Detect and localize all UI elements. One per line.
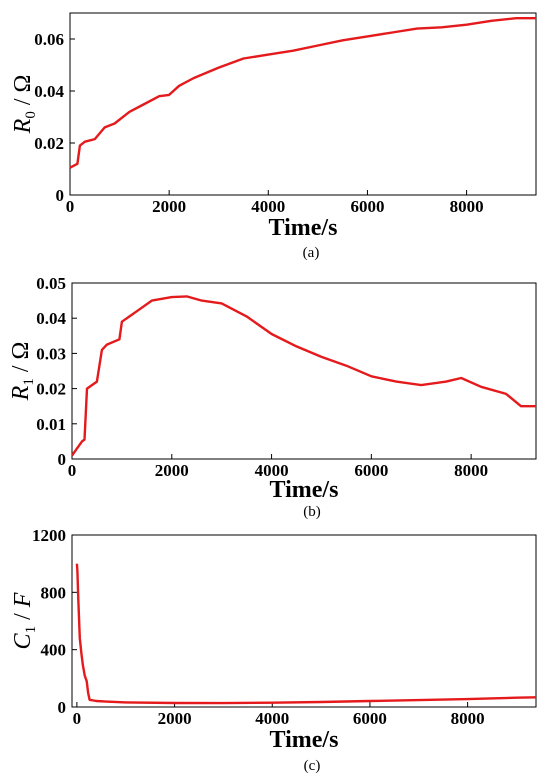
y-axis-variable: R (10, 118, 36, 134)
y-tick-label: 0.03 (36, 344, 66, 363)
panel-caption: (b) (303, 504, 321, 520)
x-tick-label: 2000 (152, 197, 186, 216)
y-axis-subscript: 1 (23, 626, 39, 634)
y-tick-label: 0.04 (34, 82, 64, 101)
x-tick-label: 0 (66, 197, 75, 216)
y-tick-label: 0 (58, 450, 67, 469)
x-axis-label: Time/s (270, 477, 339, 503)
y-tick-label: 0 (56, 186, 65, 205)
y-axis-subscript: 1 (21, 378, 37, 386)
y-axis-unit: Ω (8, 342, 34, 360)
y-tick-label: 0.05 (36, 274, 66, 293)
y-tick-label: 0 (58, 698, 67, 717)
y-tick-label: 1200 (32, 526, 66, 545)
y-tick-label: 0.04 (36, 309, 66, 328)
x-tick-label: 0 (68, 461, 77, 480)
x-tick-label: 8000 (450, 197, 484, 216)
y-axis-separator: / (10, 607, 36, 626)
chart-panel-3: 0 2000 4000 6000 8000 0 400 800 1200 Time/s (c) C1 … (10, 526, 537, 774)
x-tick-label: 8000 (454, 461, 488, 480)
x-tick-label: 6000 (350, 197, 384, 216)
chart-panel-2: 0 2000 4000 6000 8000 0 0.01 0.02 0.03 0.04 0.05 Ti… (8, 274, 537, 520)
y-tick-label: 0.06 (34, 30, 64, 49)
plot-frame (69, 12, 537, 196)
x-tick-label: 4000 (255, 461, 289, 480)
series-line (71, 295, 536, 457)
y-axis-unit: Ω (10, 75, 36, 93)
y-axis-separator: / (8, 360, 34, 379)
plot-frame (71, 534, 537, 708)
y-tick-label: 0.02 (34, 134, 64, 153)
y-axis-variable: R (8, 385, 34, 401)
series-line (75, 563, 537, 705)
y-axis-subscript: 0 (23, 111, 39, 119)
chart-panel-1: 0 2000 4000 6000 8000 0 0.02 0.04 0.06 Time/s (a) R… (10, 12, 537, 261)
x-tick-label: 6000 (354, 461, 388, 480)
panel-caption: (c) (304, 758, 321, 774)
panel-caption: (a) (303, 245, 320, 261)
y-axis-label: R1 / Ω (8, 342, 37, 402)
y-axis-separator: / (10, 93, 36, 112)
x-tick-label: 0 (73, 709, 82, 728)
y-axis-label: C1 / F (10, 592, 39, 649)
x-tick-label: 6000 (353, 709, 387, 728)
plot-frame (71, 282, 537, 460)
x-axis-label: Time/s (269, 215, 338, 241)
y-axis-label: R0 / Ω (10, 75, 39, 135)
x-axis-label: Time/s (270, 727, 339, 753)
y-tick-label: 0.01 (36, 415, 66, 434)
x-tick-label: 4000 (251, 197, 285, 216)
x-tick-label: 8000 (451, 709, 485, 728)
y-axis-variable: C (10, 632, 36, 649)
series-line (69, 17, 536, 169)
x-tick-label: 4000 (255, 709, 289, 728)
x-tick-label: 2000 (158, 709, 192, 728)
y-tick-label: 400 (41, 641, 67, 660)
y-axis-unit: F (10, 592, 36, 608)
y-tick-label: 800 (41, 583, 67, 602)
x-tick-label: 2000 (155, 461, 189, 480)
y-tick-label: 0.02 (36, 380, 66, 399)
